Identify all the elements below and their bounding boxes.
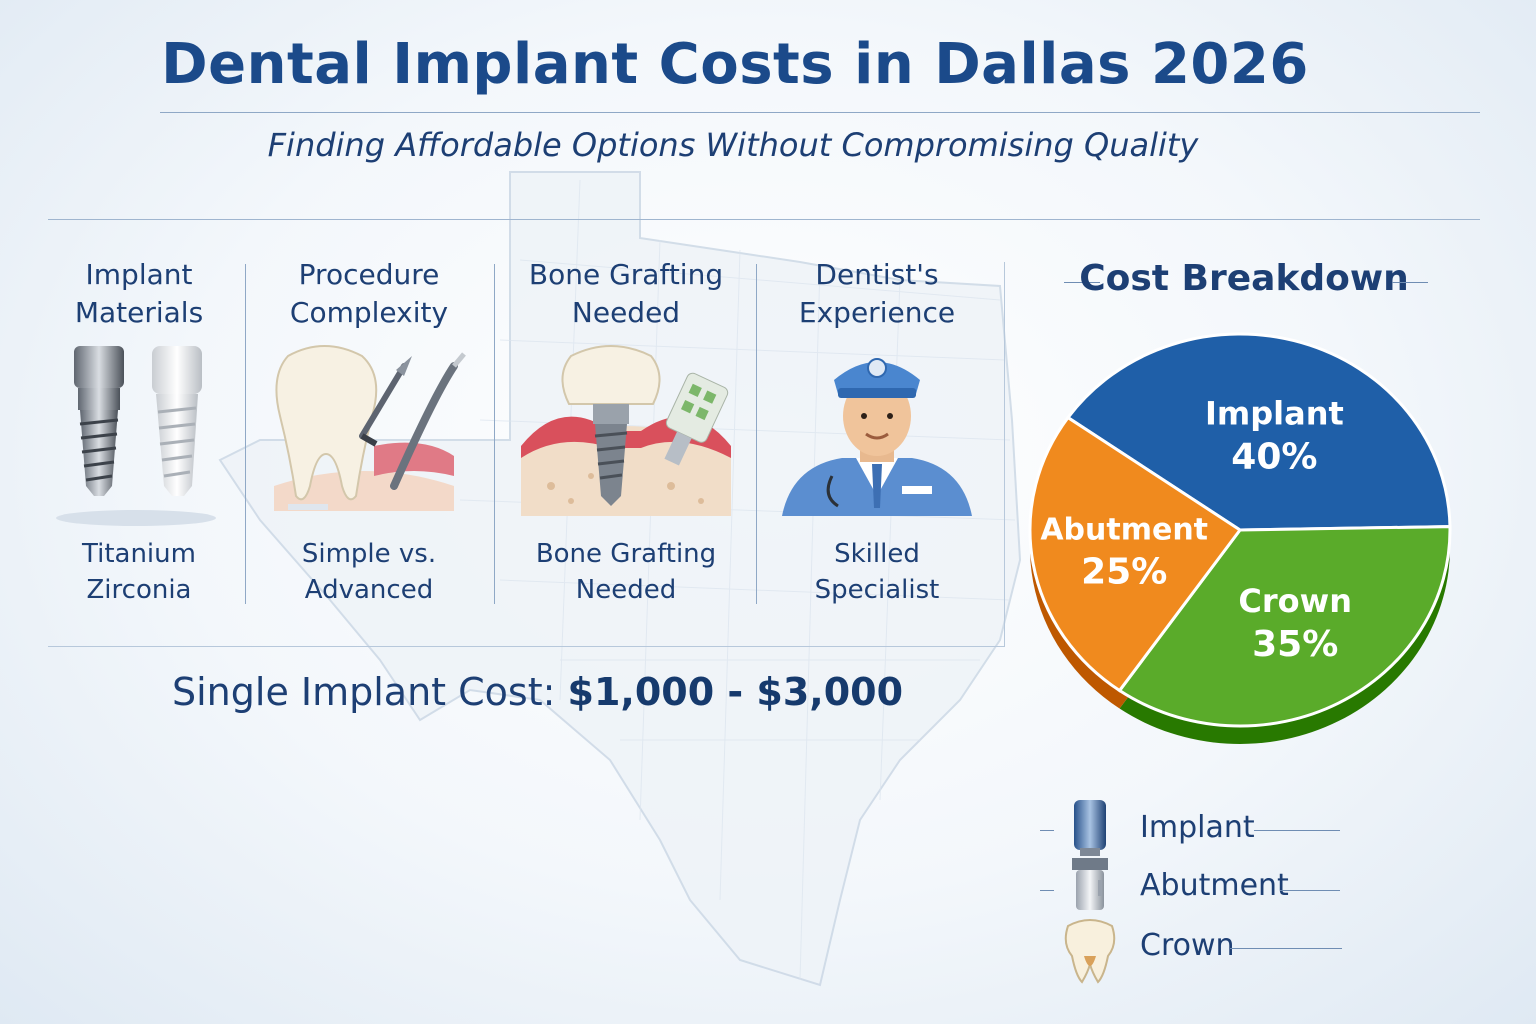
factor-caption: Simple vs. Advanced — [301, 539, 437, 605]
dentist-avatar-icon — [752, 336, 1002, 536]
title-divider — [160, 112, 1480, 113]
pie-slice-implant — [1065, 332, 1452, 532]
pie-value-implant: 40% — [1231, 437, 1317, 478]
legend-label: Abutment — [1140, 868, 1289, 903]
crown-tooth-icon — [1060, 916, 1120, 984]
legend-label: Crown — [1140, 928, 1235, 963]
implant-screws-icon — [14, 336, 264, 536]
pie-value-crown: 35% — [1252, 624, 1338, 665]
factor-divider — [494, 264, 495, 604]
legend-item-implant: Implant — [1060, 798, 1360, 858]
single-implant-cost: Single Implant Cost: $1,000 - $3,000 — [172, 670, 903, 714]
abutment-icon — [1060, 856, 1120, 916]
legend-rule — [1040, 830, 1054, 831]
factor-title: Bone Grafting Needed — [528, 258, 724, 329]
tooth-tools-icon — [244, 336, 494, 536]
factor-implant-materials: Implant Materials Titanium Zirconia — [14, 256, 264, 608]
pie-label-abutment: Abutment — [1040, 513, 1208, 548]
cost-breakdown-title: Cost Breakdown — [1079, 258, 1409, 299]
bone-graft-icon — [501, 336, 751, 536]
section-divider — [48, 219, 1480, 220]
legend-rule — [1254, 830, 1340, 831]
title-rule-left — [1064, 282, 1100, 283]
page-title: Dental Implant Costs in Dallas 2026 — [161, 32, 1309, 97]
factor-bone-grafting: Bone Grafting Needed Bone Grafting Neede… — [501, 256, 751, 608]
legend-rule — [1040, 890, 1054, 891]
pie-value-abutment: 25% — [1081, 552, 1167, 593]
factor-caption: Bone Grafting Needed — [535, 539, 717, 605]
factor-title: Implant Materials — [74, 258, 204, 329]
implant-post-icon — [1060, 798, 1120, 858]
pie-label-implant: Implant — [1205, 395, 1344, 433]
page-subtitle: Finding Affordable Options Without Compr… — [267, 126, 1199, 164]
factor-title: Dentist's Experience — [798, 258, 956, 329]
legend-item-abutment: Abutment — [1060, 856, 1360, 916]
factor-divider — [245, 264, 246, 604]
legend-rule — [1230, 948, 1342, 949]
factor-divider — [756, 264, 757, 604]
factor-caption: Titanium Zirconia — [82, 539, 196, 605]
legend-label: Implant — [1140, 810, 1255, 845]
factors-panel — [48, 262, 1005, 647]
factor-dentist-experience: Dentist's Experience Skilled Specialist — [752, 256, 1002, 608]
factor-caption: Skilled Specialist — [814, 539, 940, 605]
price-range: $1,000 - $3,000 — [567, 670, 904, 714]
pie-slice-crown — [1117, 525, 1452, 728]
price-label: Single Implant Cost: — [172, 670, 556, 714]
legend-rule — [1280, 890, 1340, 891]
title-rule-right — [1392, 282, 1428, 283]
pie-slice-abutment — [1028, 415, 1243, 693]
factor-title: Procedure Complexity — [289, 258, 449, 329]
legend-item-crown: Crown — [1060, 916, 1360, 984]
pie-label-crown: Crown — [1238, 582, 1352, 620]
factor-procedure-complexity: Procedure Complexity Simple vs. Advanced — [244, 256, 494, 608]
cost-breakdown-pie-chart: Implant 40% Crown 35% Abutment 25% — [1028, 332, 1452, 744]
